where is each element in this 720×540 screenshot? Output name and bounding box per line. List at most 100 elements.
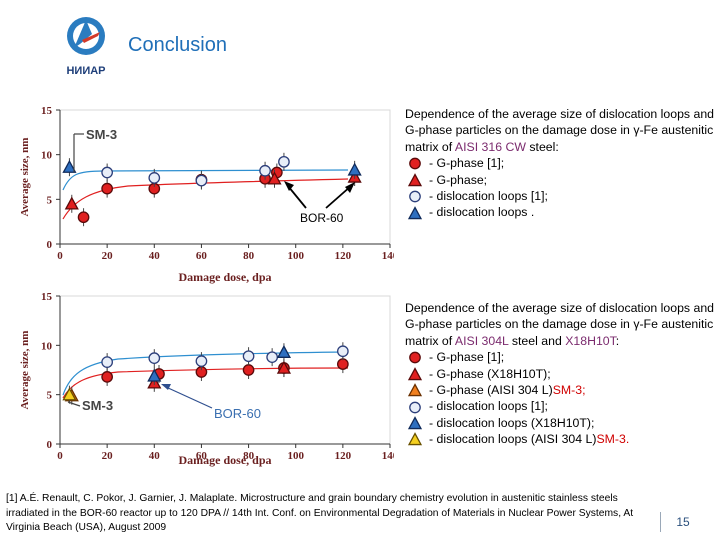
annotation-sm3-label: SM-3 [82, 398, 113, 413]
triangle-red-icon [407, 172, 423, 187]
x-tick-label: 140 [382, 250, 394, 262]
x-tick-label: 140 [382, 450, 394, 462]
data-point [337, 345, 349, 358]
legend-text: - dislocation loops [1]; [429, 189, 548, 203]
legend-marker [407, 205, 423, 219]
x-tick-label: 20 [102, 250, 114, 262]
data-point [267, 171, 282, 185]
x-tick-label: 120 [335, 250, 352, 262]
x-axis-label: Damage dose, dpa [178, 453, 271, 467]
x-tick-label: 0 [57, 250, 63, 262]
data-point [101, 166, 113, 179]
page-number: 15 [660, 512, 705, 532]
legend-marker [407, 432, 423, 446]
x-tick-label: 100 [287, 250, 304, 262]
data-point [276, 344, 291, 358]
legend-item: - dislocation loops [1]; [405, 188, 717, 204]
legend-marker [409, 352, 421, 364]
data-point [148, 172, 161, 184]
x-tick-label: 80 [243, 250, 255, 262]
slide-title: Conclusion [128, 34, 227, 56]
steel-grade: AISI 316 CW [454, 139, 526, 154]
y-tick-label: 0 [47, 239, 53, 251]
legend-item: - dislocation loops [1]; [405, 398, 717, 414]
x-tick-label: 0 [57, 450, 63, 462]
annotation-sm3-label: SM-3 [86, 127, 117, 142]
data-point [64, 196, 79, 210]
triangle-blue-icon [407, 416, 423, 430]
data-point [337, 358, 349, 370]
chart-304l-x18h10t: 0 5 10 15 0 20 40 60 80 100 120 140 SM-3 BOR-60 Ave… [8, 290, 394, 470]
description-304l: Dependence of the average size of disloc… [405, 300, 717, 448]
annotation-bor60-label: BOR-60 [300, 211, 344, 225]
y-tick-label: 10 [41, 150, 53, 162]
annotation-bor60: BOR-60 [284, 181, 355, 225]
legend-marker [407, 366, 423, 381]
data-point [62, 159, 77, 173]
x-tick-label: 120 [335, 450, 352, 462]
steel-grade-1: AISI 304L [454, 333, 509, 348]
legend-item: - G-phase (AISI 304 L) SM-3; [405, 382, 717, 398]
y-axis-label: Average size, nm [19, 138, 31, 217]
data-point [347, 162, 362, 176]
data-point [101, 356, 113, 368]
y-tick-label: 5 [47, 194, 53, 206]
x-tick-label: 40 [149, 250, 161, 262]
y-axis-label: Average size, nm [19, 331, 31, 410]
x-tick-label: 40 [149, 450, 161, 462]
legend-item: - G-phase (X18H10T); [405, 366, 717, 382]
legend-marker [409, 190, 421, 203]
y-tick-label: 5 [47, 390, 53, 402]
description-316cw: Dependence of the average size of disloc… [405, 106, 717, 221]
legend-text: - G-phase [1]; [429, 156, 505, 171]
legend-text: - dislocation loops (X18H10T); [429, 415, 595, 430]
data-point [259, 164, 271, 177]
x-tick-label: 60 [196, 450, 208, 462]
data-point [101, 182, 113, 195]
x-tick-label: 20 [102, 450, 114, 462]
legend-marker [409, 158, 421, 170]
legend-text: - G-phase (X18H10T); [429, 366, 551, 381]
y-tick-label: 10 [41, 340, 53, 352]
legend-marker [407, 172, 423, 187]
annotation-sm3: SM-3 [73, 127, 117, 172]
annotation-bor60-label: BOR-60 [214, 406, 261, 421]
circle-light-icon [409, 190, 421, 203]
data-point [242, 364, 255, 376]
data-point [195, 174, 208, 187]
data-point [195, 355, 208, 367]
legend-316cw: - G-phase [1]; - G-phase; - dislocation lo… [405, 155, 717, 221]
triangle-blue-icon [407, 205, 423, 219]
y-tick-label: 15 [41, 105, 53, 117]
data-point [148, 352, 161, 365]
logo-text: НИИАР [66, 65, 105, 77]
legend-item: - dislocation loops (X18H10T); [405, 415, 717, 431]
y-tick-label: 0 [47, 439, 53, 451]
data-point [62, 387, 77, 401]
logo-a-mark [74, 20, 92, 48]
legend-item: - dislocation loops (AISI 304 L) SM-3. [405, 431, 717, 447]
legend-marker [407, 416, 423, 430]
steel-grade-2: X18H10T [565, 333, 616, 348]
data-point [101, 371, 113, 383]
reference-footnote: [1] A.É. Renault, C. Pokor, J. Garnier, … [6, 493, 634, 533]
legend-marker [407, 383, 423, 397]
x-tick-label: 100 [287, 450, 304, 462]
legend-text: - dislocation loops (AISI 304 L) [429, 432, 597, 447]
circle-red-icon [409, 352, 421, 364]
circle-red-icon [409, 158, 421, 170]
data-point [77, 211, 90, 224]
data-point [147, 368, 162, 382]
legend-item: - G-phase [1]; [405, 349, 717, 365]
legend-marker [409, 401, 421, 413]
legend-item: - dislocation loops . [405, 204, 717, 220]
description-paragraph: Dependence of the average size of disloc… [405, 107, 715, 154]
triangle-yellow-icon [407, 432, 423, 446]
data-point [276, 360, 291, 374]
chart-316cw: 0 5 10 15 0 20 40 60 80 100 120 140 SM-3 BOR-60 Ave… [8, 104, 394, 288]
circle-light-icon [409, 401, 421, 413]
legend-reactor-tag: SM-3; [552, 383, 586, 397]
triangle-red-icon [407, 366, 423, 381]
x-tick-label: 60 [196, 250, 208, 262]
niiar-logo: НИИАР [66, 17, 106, 77]
